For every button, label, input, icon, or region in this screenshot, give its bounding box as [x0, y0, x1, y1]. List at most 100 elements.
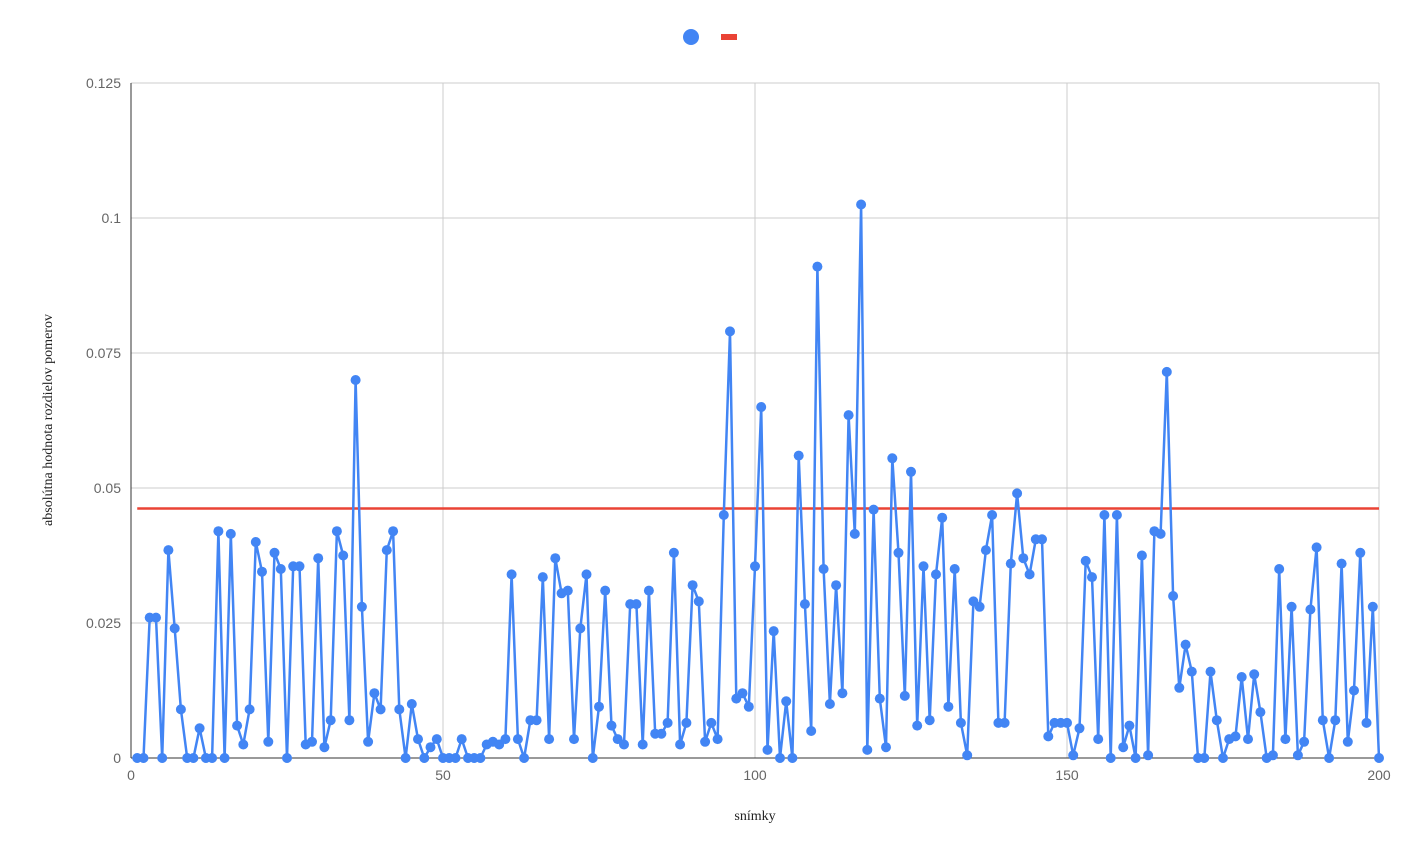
data-point[interactable]: [643, 585, 654, 596]
data-point[interactable]: [1087, 572, 1097, 583]
data-point[interactable]: [1168, 591, 1179, 601]
data-point[interactable]: [1093, 734, 1104, 745]
data-point[interactable]: [1005, 558, 1016, 569]
data-point[interactable]: [319, 742, 330, 753]
data-point[interactable]: [980, 545, 991, 556]
data-point[interactable]: [238, 739, 249, 750]
data-point[interactable]: [662, 717, 673, 728]
data-point[interactable]: [937, 512, 948, 523]
data-point[interactable]: [700, 736, 711, 747]
data-point[interactable]: [812, 261, 823, 272]
data-point[interactable]: [668, 547, 679, 558]
data-point[interactable]: [375, 704, 386, 715]
data-point[interactable]: [893, 547, 904, 558]
data-point[interactable]: [1174, 682, 1185, 693]
data-point[interactable]: [244, 704, 255, 715]
data-point[interactable]: [1342, 736, 1353, 747]
data-point[interactable]: [843, 410, 854, 421]
data-point[interactable]: [868, 504, 879, 515]
data-point[interactable]: [512, 734, 523, 745]
data-point[interactable]: [188, 753, 199, 763]
data-point[interactable]: [1230, 731, 1241, 742]
legend-marker-series-2[interactable]: [721, 34, 737, 40]
data-point[interactable]: [1374, 753, 1384, 763]
data-point[interactable]: [519, 753, 530, 763]
data-point[interactable]: [606, 720, 617, 731]
data-point[interactable]: [856, 199, 867, 210]
data-point[interactable]: [219, 753, 230, 763]
data-point[interactable]: [1349, 685, 1359, 696]
data-point[interactable]: [743, 701, 754, 712]
data-point[interactable]: [1012, 488, 1023, 499]
data-point[interactable]: [151, 612, 161, 623]
data-point[interactable]: [294, 561, 305, 572]
data-point[interactable]: [232, 720, 243, 731]
data-point[interactable]: [824, 699, 835, 709]
data-point[interactable]: [456, 734, 467, 745]
data-point[interactable]: [1037, 534, 1047, 545]
data-point[interactable]: [799, 599, 810, 610]
data-point[interactable]: [537, 572, 548, 583]
data-point[interactable]: [388, 526, 399, 537]
data-point[interactable]: [213, 526, 224, 537]
data-point[interactable]: [1186, 666, 1197, 677]
data-point[interactable]: [331, 526, 342, 537]
data-point[interactable]: [282, 753, 292, 763]
data-point[interactable]: [1330, 715, 1341, 726]
data-point[interactable]: [263, 736, 274, 747]
data-point[interactable]: [1274, 564, 1285, 574]
data-point[interactable]: [693, 596, 704, 607]
data-point[interactable]: [906, 466, 916, 477]
data-point[interactable]: [169, 623, 180, 634]
data-point[interactable]: [781, 696, 792, 707]
data-point[interactable]: [350, 375, 361, 385]
data-point[interactable]: [581, 569, 592, 580]
data-point[interactable]: [475, 753, 486, 763]
data-point[interactable]: [737, 688, 748, 699]
data-point[interactable]: [1286, 601, 1297, 612]
data-point[interactable]: [194, 723, 205, 734]
data-point[interactable]: [1367, 601, 1378, 612]
data-point[interactable]: [619, 739, 629, 750]
data-point[interactable]: [924, 715, 935, 726]
data-point[interactable]: [943, 701, 954, 712]
legend-marker-series-1[interactable]: [683, 29, 699, 45]
data-point[interactable]: [1324, 753, 1335, 763]
data-point[interactable]: [313, 553, 324, 564]
data-point[interactable]: [955, 717, 966, 728]
data-point[interactable]: [450, 753, 461, 763]
data-point[interactable]: [413, 734, 423, 745]
data-point[interactable]: [394, 704, 405, 715]
data-point[interactable]: [363, 736, 374, 747]
data-point[interactable]: [1161, 366, 1172, 377]
data-point[interactable]: [681, 717, 692, 728]
data-point[interactable]: [419, 753, 430, 763]
data-point[interactable]: [1199, 753, 1210, 763]
data-point[interactable]: [887, 453, 898, 464]
data-point[interactable]: [899, 690, 910, 701]
data-point[interactable]: [1218, 753, 1228, 763]
data-point[interactable]: [1136, 550, 1147, 561]
data-point[interactable]: [987, 510, 998, 520]
data-point[interactable]: [369, 688, 380, 699]
data-point[interactable]: [325, 715, 336, 726]
data-point[interactable]: [656, 728, 667, 739]
data-point[interactable]: [1361, 717, 1372, 728]
data-point[interactable]: [818, 564, 829, 574]
data-point[interactable]: [881, 742, 891, 753]
data-point[interactable]: [550, 553, 561, 564]
data-point[interactable]: [569, 734, 579, 745]
data-point[interactable]: [793, 450, 804, 461]
data-point[interactable]: [918, 561, 929, 572]
data-point[interactable]: [1111, 510, 1122, 520]
data-point[interactable]: [874, 693, 885, 704]
data-point[interactable]: [631, 599, 642, 610]
data-point[interactable]: [138, 753, 149, 763]
data-point[interactable]: [157, 753, 168, 763]
data-point[interactable]: [756, 402, 767, 412]
data-point[interactable]: [1355, 547, 1366, 558]
data-point[interactable]: [775, 753, 785, 763]
data-point[interactable]: [768, 626, 779, 637]
data-point[interactable]: [787, 753, 798, 763]
data-point[interactable]: [1099, 510, 1110, 520]
